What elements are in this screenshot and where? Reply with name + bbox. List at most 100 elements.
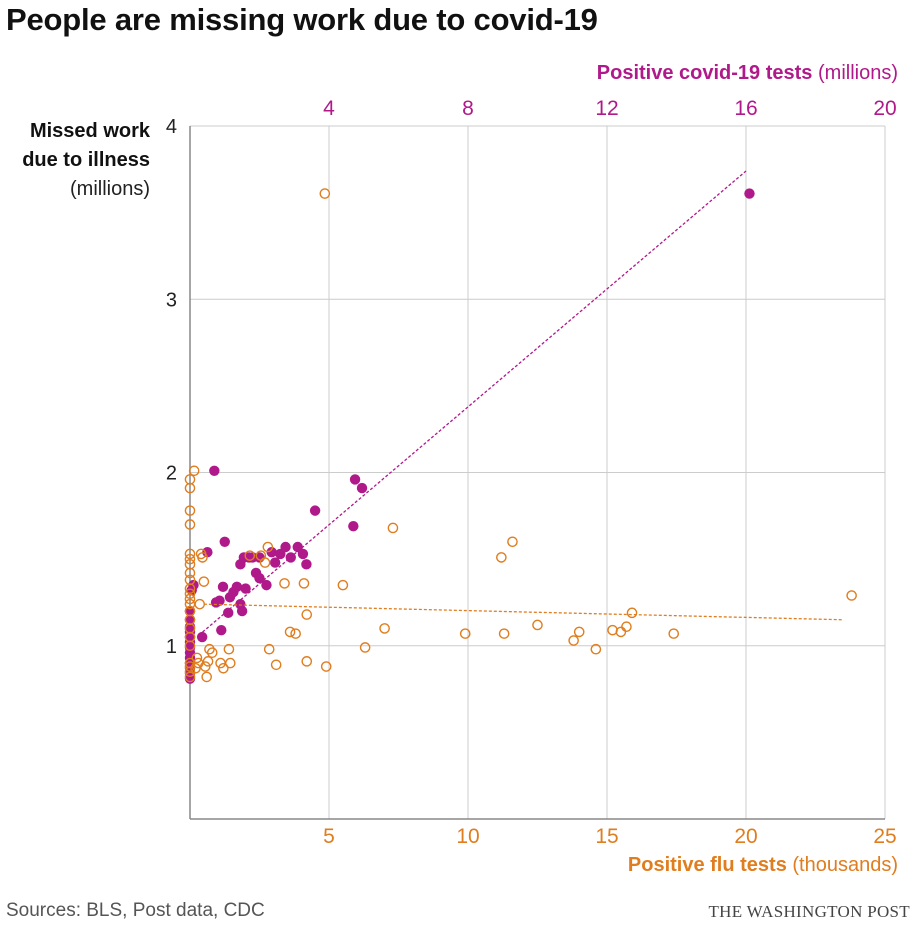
flu-point xyxy=(626,607,638,619)
flu-point xyxy=(184,671,196,683)
flu-point xyxy=(244,550,256,561)
bottom-tick-label: 10 xyxy=(456,825,479,848)
flu-point xyxy=(204,643,215,655)
bottom-axis-label-bold: Positive flu tests xyxy=(627,854,787,876)
y-axis-label-line2: due to illness xyxy=(22,149,150,171)
top-axis-label-bold: Positive covid-19 tests xyxy=(596,62,813,84)
y-tick-label: 2 xyxy=(166,463,177,485)
bottom-tick-label: 20 xyxy=(734,825,757,848)
flu-point xyxy=(319,188,331,199)
covid-point xyxy=(236,605,248,617)
y-axis-label-unit: (millions) xyxy=(70,178,150,200)
covid-point xyxy=(266,546,277,558)
flu-point xyxy=(359,642,371,653)
covid-point xyxy=(223,607,234,619)
y-tick-label: 3 xyxy=(166,289,177,311)
flu-trendline xyxy=(203,603,844,621)
flu-point xyxy=(262,541,274,553)
flu-point xyxy=(259,557,271,568)
flu-point xyxy=(197,552,208,563)
bottom-axis-label-unit: (thousands) xyxy=(786,854,898,876)
covid-point xyxy=(356,482,368,494)
flu-point xyxy=(379,623,390,634)
covid-point xyxy=(202,546,213,558)
top-tick-label: 20 xyxy=(873,97,896,120)
covid-point xyxy=(280,541,291,553)
flu-point xyxy=(621,621,632,632)
flu-point xyxy=(301,609,313,620)
covid-point xyxy=(184,614,196,625)
covid-point xyxy=(231,581,243,593)
top-tick-label: 8 xyxy=(462,97,474,120)
flu-point xyxy=(184,605,196,617)
flu-point xyxy=(568,635,579,646)
flu-point xyxy=(190,662,201,674)
y-tick-label: 1 xyxy=(166,636,177,658)
flu-point xyxy=(184,553,196,565)
covid-point xyxy=(349,474,361,485)
flu-point xyxy=(194,598,206,610)
source-note: Sources: BLS, Post data, CDC xyxy=(6,900,265,921)
flu-point xyxy=(270,659,282,671)
flu-point xyxy=(846,590,857,601)
bottom-tick-label: 15 xyxy=(595,825,618,848)
flu-point xyxy=(298,578,310,589)
publisher-credit: THE WASHINGTON POST xyxy=(708,902,910,921)
covid-point xyxy=(216,624,227,636)
flu-point xyxy=(301,656,313,667)
flu-point xyxy=(507,536,518,548)
flu-point xyxy=(184,593,196,605)
flu-point xyxy=(206,647,218,658)
flu-point xyxy=(198,576,210,587)
covid-point xyxy=(301,559,312,570)
covid-point xyxy=(219,536,230,547)
flu-point xyxy=(668,628,680,639)
bottom-tick-label: 25 xyxy=(873,825,896,848)
flu-point xyxy=(188,465,200,477)
flu-point xyxy=(184,588,196,600)
flu-point xyxy=(607,624,618,636)
flu-point xyxy=(290,628,301,639)
bottom-axis-label: Positive flu tests (thousands) xyxy=(628,854,898,877)
flu-point xyxy=(590,643,602,655)
covid-trendline xyxy=(198,170,747,636)
covid-point xyxy=(261,579,272,591)
covid-point xyxy=(196,631,208,643)
flu-point xyxy=(225,657,236,669)
flu-point xyxy=(337,579,349,591)
flu-point xyxy=(532,619,543,631)
flu-point xyxy=(184,519,196,530)
top-tick-label: 12 xyxy=(595,97,618,120)
bottom-tick-label: 5 xyxy=(323,825,335,848)
flu-point xyxy=(284,626,296,638)
flu-point xyxy=(263,643,275,655)
covid-point xyxy=(214,595,225,606)
covid-point xyxy=(348,521,359,532)
flu-point xyxy=(218,662,229,674)
top-tick-label: 16 xyxy=(734,97,757,120)
covid-point xyxy=(269,557,281,568)
covid-point xyxy=(254,552,265,563)
covid-point xyxy=(240,583,251,594)
covid-point xyxy=(217,581,229,593)
y-axis-label: Missed work due to illness (millions) xyxy=(22,117,150,204)
flu-point xyxy=(202,656,214,667)
top-tick-label: 4 xyxy=(323,97,335,120)
flu-point xyxy=(184,548,196,560)
flu-point xyxy=(615,626,627,638)
y-axis-label-line1: Missed work xyxy=(29,120,150,142)
covid-point xyxy=(309,505,321,516)
covid-point xyxy=(744,188,755,199)
flu-point xyxy=(199,661,211,672)
covid-point xyxy=(297,548,309,560)
top-axis-label: Positive covid-19 tests (millions) xyxy=(597,62,898,85)
flu-point xyxy=(573,626,585,638)
flu-point xyxy=(184,474,196,485)
covid-point xyxy=(209,465,220,476)
flu-point xyxy=(184,505,196,516)
flu-point xyxy=(279,578,290,589)
covid-point xyxy=(254,572,265,584)
flu-point xyxy=(387,522,399,534)
flu-point xyxy=(184,574,196,586)
